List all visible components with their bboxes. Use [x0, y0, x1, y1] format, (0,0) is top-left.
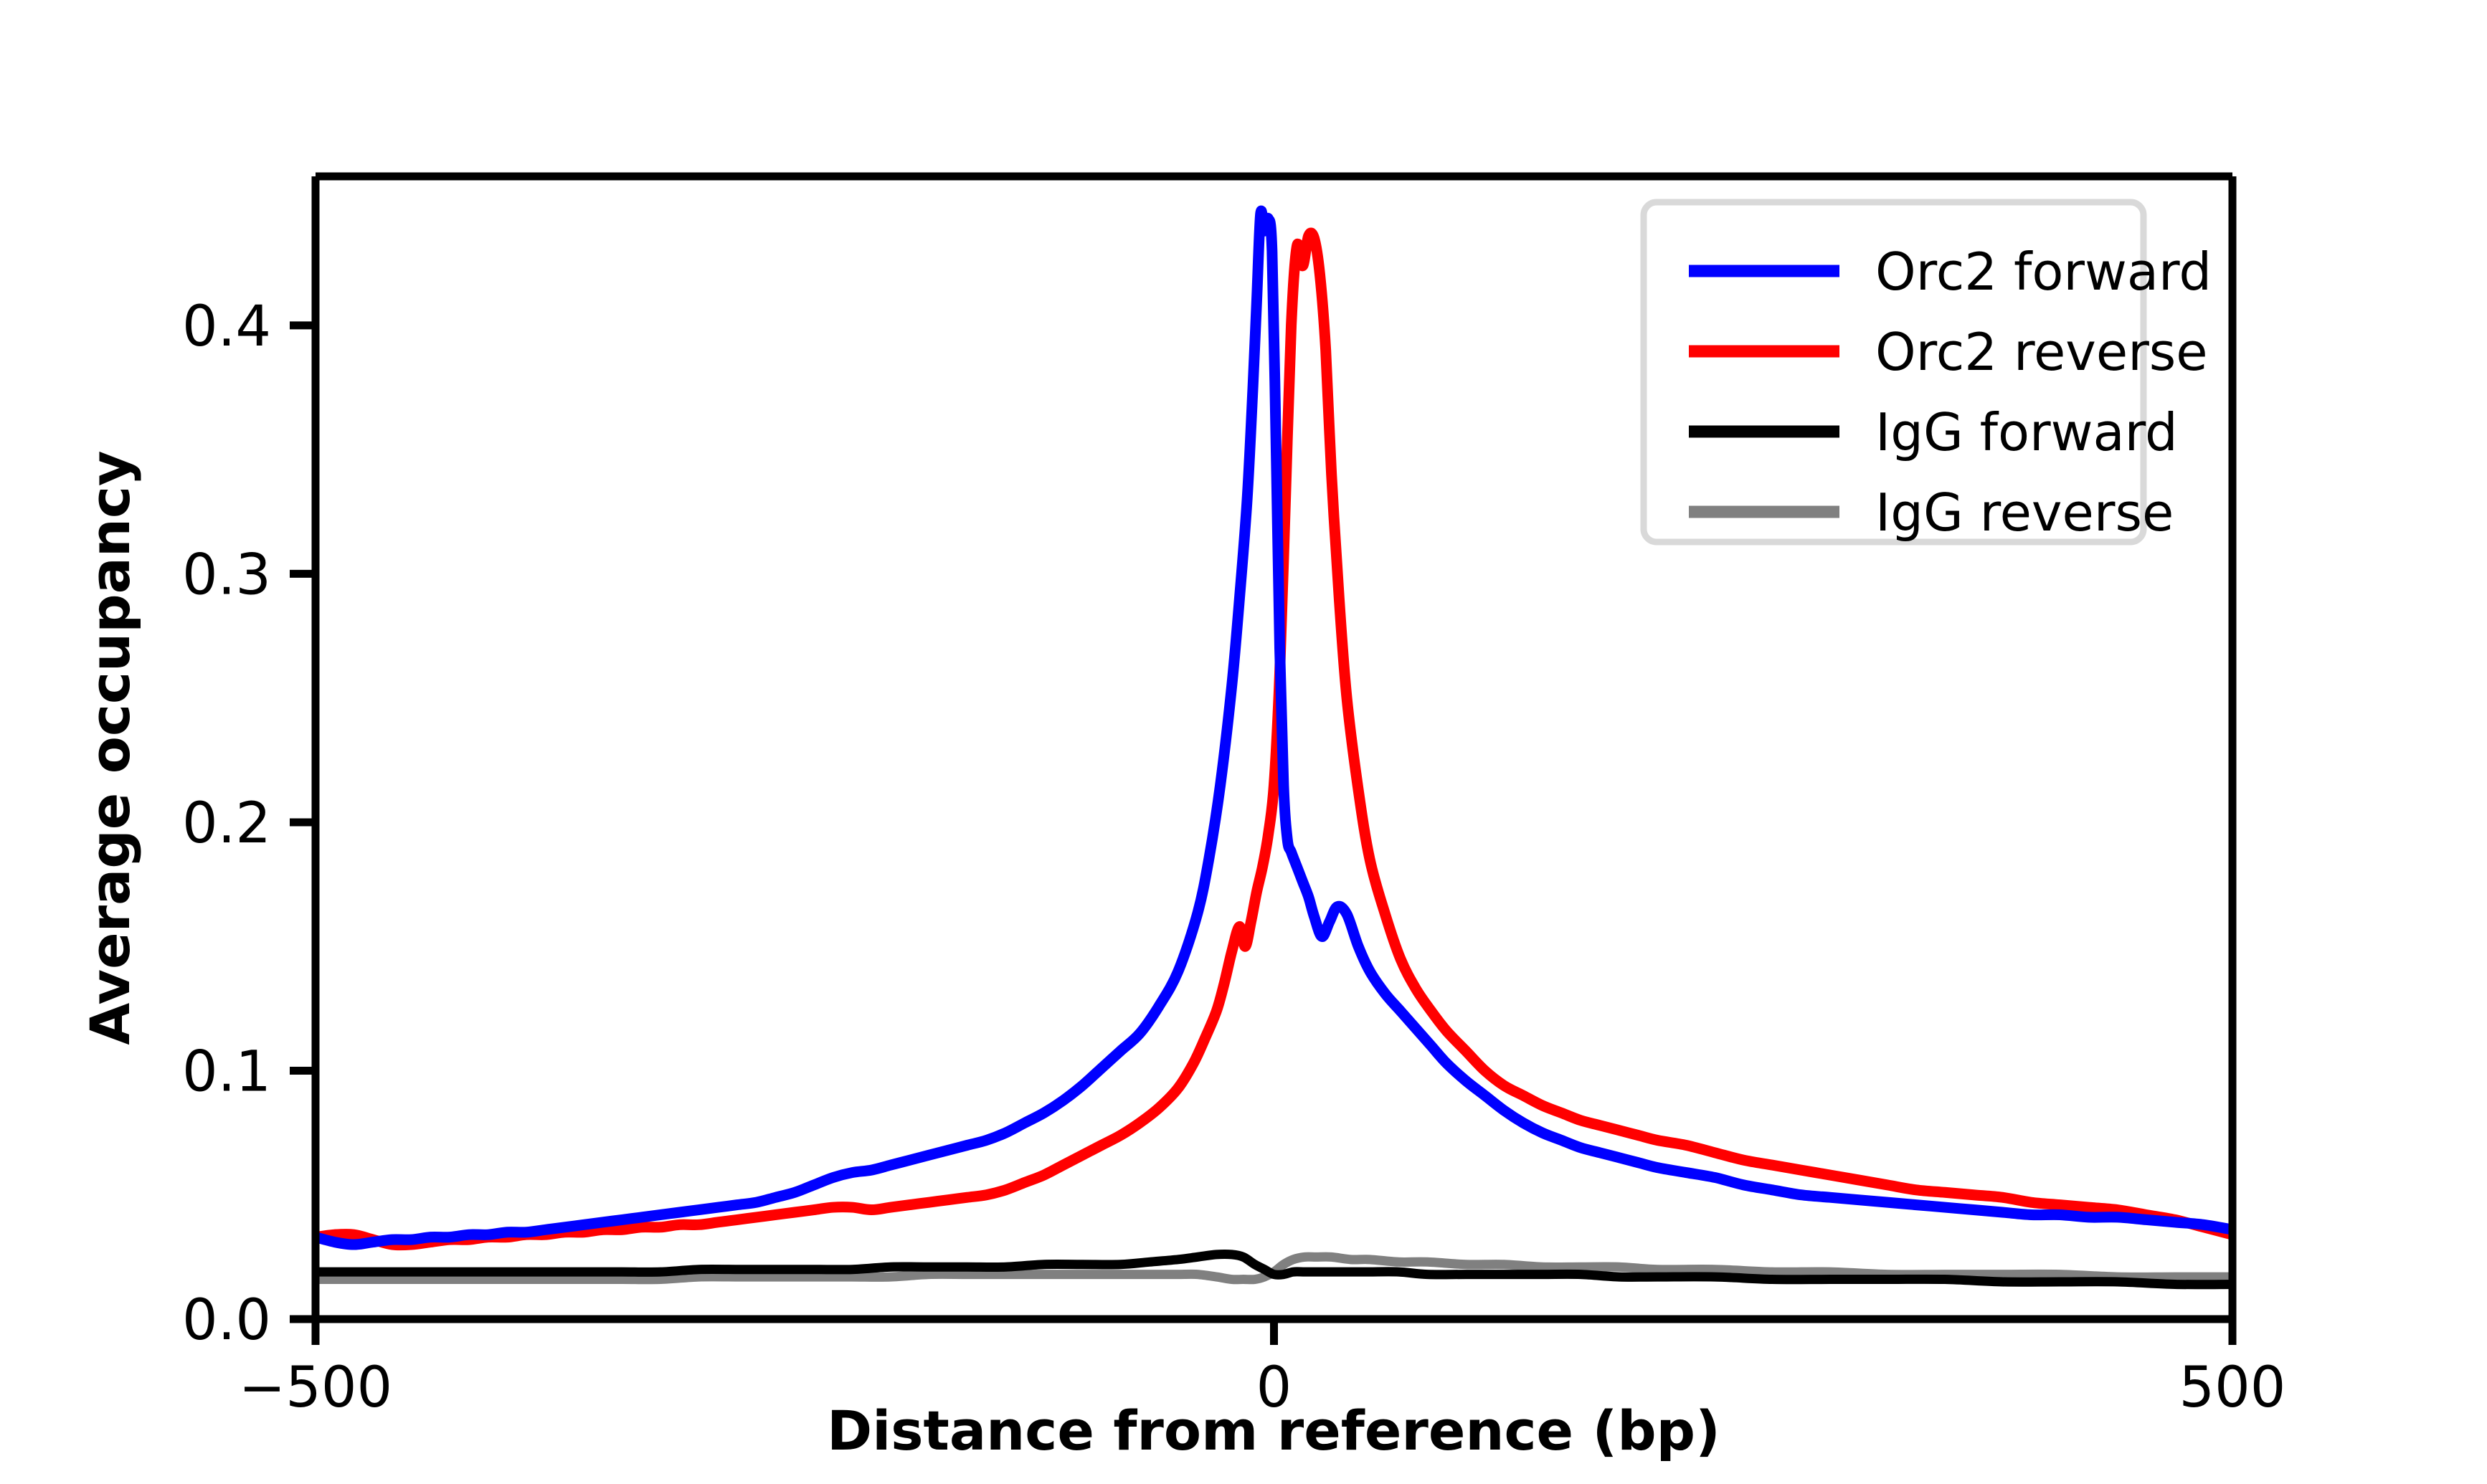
- y-tick-label: 0.3: [182, 543, 271, 607]
- y-tick-label: 0.2: [182, 791, 271, 856]
- legend-entries: Orc2 forward Orc2 reverse IgG forward IgG r…: [1689, 242, 2212, 543]
- chart-legend: Orc2 forward Orc2 reverse IgG forward IgG r…: [1640, 199, 2212, 546]
- legend-box: [1640, 199, 2147, 546]
- y-axis-title: Average occupancy: [78, 450, 142, 1045]
- legend-label-orc2-forward: Orc2 forward: [1875, 242, 2212, 302]
- legend-label-igg-reverse: IgG reverse: [1875, 482, 2174, 543]
- legend-label-igg-forward: IgG forward: [1875, 402, 2178, 462]
- series-line-orc2-reverse: [316, 227, 2232, 1251]
- series-line-igg-reverse: [316, 1252, 2232, 1285]
- legend-label-orc2-reverse: Orc2 reverse: [1875, 322, 2208, 382]
- axis-ticks-group: −500 0 500 0.0 0.1 0.2 0.3 0.4: [182, 295, 2285, 1420]
- series-line-orc2-forward: [316, 205, 2232, 1250]
- x-tick-label: −500: [239, 1356, 392, 1420]
- x-axis-title: Distance from reference (bp): [827, 1399, 1720, 1462]
- series-line-igg-forward: [316, 1249, 2232, 1290]
- y-tick-label: 0.1: [182, 1040, 271, 1104]
- x-tick-label: 500: [2179, 1356, 2286, 1420]
- y-tick-label: 0.0: [182, 1288, 271, 1353]
- x-tick-label: 0: [1256, 1356, 1292, 1420]
- y-tick-label: 0.4: [182, 295, 271, 359]
- data-series-group: [316, 205, 2232, 1290]
